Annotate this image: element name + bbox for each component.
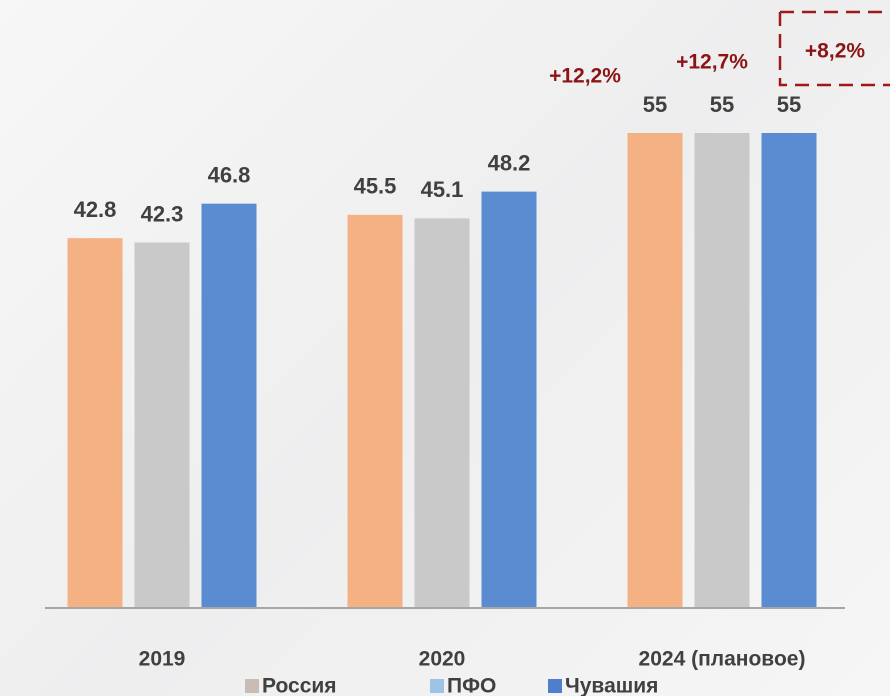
annotation: +12,7%: [676, 51, 748, 74]
legend-marker: [430, 679, 444, 693]
annotation: +12,2%: [549, 65, 621, 88]
legend-label: Чувашия: [565, 675, 658, 696]
value-label: 45.1: [421, 177, 464, 202]
bar: [347, 214, 403, 607]
bar: [201, 203, 257, 607]
bar: [67, 238, 123, 607]
value-label: 55: [710, 92, 734, 117]
value-label: 55: [777, 92, 801, 117]
legend-label: ПФО: [447, 675, 496, 696]
legend-marker: [548, 679, 562, 693]
x-tick-label: 2024 (плановое): [639, 648, 806, 671]
x-tick-label: 2020: [419, 648, 466, 671]
value-label: 55: [643, 92, 667, 117]
bar: [414, 218, 470, 607]
highlight-box: [778, 10, 890, 87]
value-label: 45.5: [354, 174, 397, 199]
value-label: 48.2: [488, 150, 531, 175]
legend-label: Россия: [262, 675, 337, 696]
bar: [627, 133, 683, 607]
bar: [761, 133, 817, 607]
x-tick-label: 2019: [139, 648, 186, 671]
bar: [134, 242, 190, 607]
bar: [694, 133, 750, 607]
annotation: +8,2%: [805, 40, 865, 63]
value-label: 46.8: [208, 162, 251, 187]
value-label: 42.3: [141, 201, 184, 226]
value-label: 42.8: [74, 197, 117, 222]
legend-marker: [245, 679, 259, 693]
bar: [481, 191, 537, 607]
